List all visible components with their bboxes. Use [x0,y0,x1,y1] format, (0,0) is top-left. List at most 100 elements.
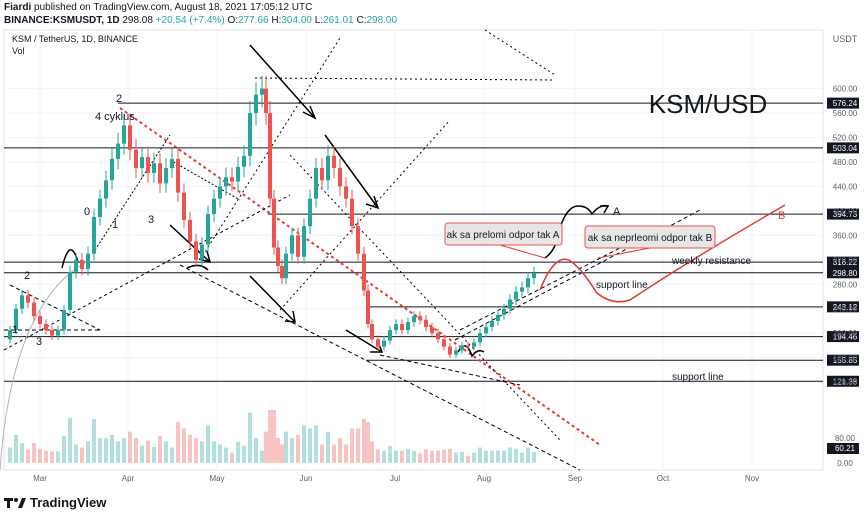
candle-body-67 [388,330,392,341]
level-label-bg-2 [827,208,859,220]
volume-bar-31 [188,434,192,463]
level-label-bg-7 [827,354,859,366]
horizontal-levels: 576.24 503.04 394.73 316.22 298.80 243.12 194.… [4,97,859,387]
volume-bar-72 [418,453,422,463]
candle-body-56 [326,155,330,181]
volume-bar-88 [514,448,518,463]
candle-body-31 [188,220,192,242]
price-axis[interactable]: USDT 600.00 560.00 520.00 480.00 440.00 400.0… [827,34,859,468]
candle-body-12 [74,259,78,273]
candle-body-19 [116,143,120,159]
volume-bar-48 [280,444,284,463]
time-tick-apr: Apr [122,474,135,483]
candle-body-42 [254,94,258,114]
volume-bar-70 [406,448,410,463]
candle-body-24 [146,157,150,173]
volume-bar-38 [230,452,234,463]
footer-brand[interactable]: TradingView [4,495,106,510]
price-tick-4: 440.00 [833,182,858,191]
publish-info: Fiardi published on TradingView.com, Aug… [4,2,312,13]
candle-body-7 [44,324,48,331]
level-label-bg-4 [827,267,859,279]
candle-body-53 [308,198,312,227]
candle-body-82 [478,333,482,343]
level-label-8: 121.38 [833,377,858,386]
volume-last-label: 60.21 [835,444,856,453]
level-label-bg-3 [827,256,859,268]
candle-body-74 [430,327,434,334]
projection-arrow-a [600,205,610,214]
currency-label: USDT [833,34,858,44]
volume-bar-47 [276,438,280,463]
wave-label-1b: 1 [112,219,118,231]
time-tick-jun: Jun [300,474,313,483]
level-label-bg-6 [827,331,859,343]
candle-body-80 [466,345,470,347]
author-name[interactable]: Fiardi [4,2,32,13]
price-tick-6: 360.00 [833,231,858,240]
volume-bar-87 [508,447,512,463]
volume-bar-81 [472,452,476,463]
price-tick-11: 160.00 [833,354,858,363]
candle-body-55 [320,168,324,181]
candle-body-23 [140,157,144,169]
volume-bar-32 [194,438,198,463]
candle-body-14 [86,253,90,269]
ohlc-low-label: L: [314,15,324,26]
time-axis[interactable]: Mar Apr May Jun Jul Aug Sep Oct Nov [33,474,759,483]
red-downtrend-line [119,107,601,446]
chart-title: KSM/USD [649,89,767,119]
candle-body-41 [248,113,252,156]
volume-bar-8 [50,451,54,463]
box-b-pointer [597,247,651,259]
candle-body-34 [206,213,210,245]
volume-bar-80 [466,455,470,463]
wave-connector [169,159,241,201]
wave-squiggle-1 [61,249,79,269]
volume-bar-27 [164,441,168,463]
ohlc-close-label: C: [356,15,367,26]
candle-body-81 [472,342,476,347]
candle-body-28 [170,158,174,169]
time-tick-may: May [209,474,224,483]
volume-tick-0: 80.00 [835,434,856,443]
lower-support-line [379,354,521,386]
volume-bar-11 [68,417,72,463]
weekly-resistance-label: weekly resistance [671,256,751,267]
candle-body-16 [98,198,102,218]
volume-bar-4 [26,449,30,463]
volume-bar-3 [20,443,24,463]
volume-last-bg [827,443,859,454]
published-text: published on TradingView.com, August 18,… [34,2,313,13]
candle-body-45 [268,113,272,199]
time-tick-nov: Nov [745,474,759,483]
volume-bar-74 [430,450,434,463]
arrow-down-1 [249,44,316,119]
volume-bar-54 [314,425,318,463]
candle-body-76 [442,339,446,347]
candle-body-1 [8,330,12,340]
candle-body-79 [460,345,464,351]
annotation-box-b [584,225,716,249]
candle-body-61 [356,226,360,254]
candle-body-49 [284,253,288,279]
mid-dotted-line [289,154,561,441]
volume-bar-12 [74,444,78,463]
volume-bars [8,410,536,463]
arrow-down-4 [249,275,296,323]
candles [8,75,536,359]
volume-bar-56 [326,431,330,463]
candle-body-36 [218,186,222,199]
volume-bar-83 [484,450,488,463]
price-tick-1: 560.00 [833,109,858,118]
legend-symbol: KSM / TetherUS, 1D, BINANCE [12,34,138,44]
level-label-bg-0 [827,97,859,109]
level-label-2: 394.73 [833,210,858,219]
last-price: 298.08 [122,15,153,26]
volume-bar-65 [376,449,380,463]
price-tick-10: 200.00 [833,329,858,338]
annotation-box-b-text: ak sa neprleomi odpor tak B [588,233,713,244]
volume-bar-28 [170,447,174,463]
candle-body-62 [362,253,366,291]
